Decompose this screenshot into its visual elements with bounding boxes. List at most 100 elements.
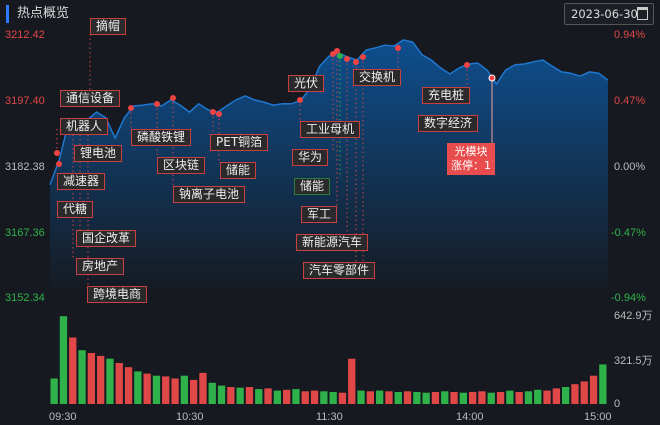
volume-bar bbox=[562, 387, 570, 404]
volume-bar bbox=[124, 367, 133, 404]
volume-bar bbox=[292, 389, 300, 404]
volume-bar bbox=[152, 375, 161, 404]
hotspot-label[interactable]: 华为 bbox=[292, 149, 329, 166]
volume-bar bbox=[459, 392, 467, 404]
pct-tick: 0.47% bbox=[614, 95, 646, 107]
volume-bar bbox=[543, 390, 551, 404]
hotspot-label[interactable]: 数字经济 bbox=[418, 115, 479, 132]
volume-bar bbox=[199, 372, 207, 404]
time-tick: 15:00 bbox=[584, 411, 612, 423]
hotspot-label[interactable]: 代糖 bbox=[57, 201, 94, 218]
volume-bar bbox=[589, 375, 598, 404]
volume-bar bbox=[310, 390, 319, 404]
volume-bar bbox=[329, 392, 337, 404]
hotspot-label[interactable]: 储能 bbox=[294, 178, 331, 195]
hotspot-label[interactable]: 军工 bbox=[301, 206, 338, 223]
volume-bar bbox=[534, 389, 542, 404]
volume-bar bbox=[87, 353, 95, 404]
volume-bar bbox=[245, 387, 254, 404]
volume-bar bbox=[431, 392, 440, 404]
volume-bar bbox=[264, 388, 272, 404]
volume-bar bbox=[571, 384, 579, 404]
volume-bar bbox=[255, 389, 263, 404]
volume-bar bbox=[59, 316, 68, 404]
pct-tick: 0.94% bbox=[614, 29, 646, 41]
volume-bar bbox=[348, 358, 356, 404]
price-tick: 3197.40 bbox=[5, 95, 45, 107]
volume-tick: 321.5万 bbox=[614, 355, 653, 367]
volume-bar bbox=[487, 392, 495, 404]
volume-bar bbox=[97, 355, 105, 404]
volume-bar bbox=[580, 381, 588, 404]
price-tick: 3212.42 bbox=[5, 29, 45, 41]
volume-bar bbox=[515, 392, 523, 404]
hotspot-label[interactable]: 跨境电商 bbox=[87, 286, 148, 303]
price-tick: 3152.34 bbox=[5, 292, 45, 304]
hotspot-label[interactable]: PET铜箔 bbox=[210, 134, 269, 151]
volume-bar bbox=[69, 337, 77, 404]
date-picker[interactable]: 2023-06-30 bbox=[564, 3, 654, 25]
volume-bar bbox=[273, 390, 281, 404]
volume-bar bbox=[366, 391, 374, 404]
volume-bar bbox=[227, 387, 235, 404]
volume-bar bbox=[403, 391, 412, 404]
volume-bar bbox=[217, 385, 226, 404]
calendar-icon[interactable] bbox=[637, 7, 648, 20]
hotspot-label[interactable]: 充电桩 bbox=[422, 87, 471, 104]
volume-tick: 642.9万 bbox=[614, 310, 653, 322]
hotspot-label[interactable]: 新能源汽车 bbox=[296, 234, 369, 251]
time-tick: 11:30 bbox=[316, 411, 343, 423]
hotspot-label[interactable]: 减速器 bbox=[57, 173, 106, 190]
date-value: 2023-06-30 bbox=[571, 7, 638, 21]
volume-bar bbox=[478, 391, 486, 404]
price-line bbox=[49, 39, 609, 186]
page-title: 热点概览 bbox=[6, 5, 69, 23]
volume-bar bbox=[162, 376, 170, 404]
hotspot-label[interactable]: 储能 bbox=[220, 162, 257, 179]
volume-bar bbox=[506, 390, 514, 404]
volume-bar bbox=[320, 391, 328, 404]
volume-tick: 0 bbox=[614, 398, 621, 410]
hotspot-label[interactable]: 通信设备 bbox=[60, 90, 121, 107]
volume-bar bbox=[180, 375, 188, 404]
time-tick: 10:30 bbox=[176, 411, 204, 423]
hotspot-label[interactable]: 机器人 bbox=[60, 118, 109, 135]
hotspot-label[interactable]: 汽车零部件 bbox=[303, 262, 376, 279]
time-tick: 14:00 bbox=[456, 411, 484, 423]
highlight-count: 涨停：1 bbox=[451, 159, 491, 172]
hotspot-label[interactable]: 房地产 bbox=[76, 258, 125, 275]
hotspot-label[interactable]: 磷酸铁锂 bbox=[131, 129, 192, 146]
hotspot-label[interactable]: 工业母机 bbox=[300, 121, 361, 138]
hotspot-label[interactable]: 区块链 bbox=[157, 157, 206, 174]
volume-bar bbox=[524, 391, 533, 404]
time-tick: 09:30 bbox=[49, 411, 77, 423]
volume-bar bbox=[357, 390, 365, 404]
pct-tick: -0.94% bbox=[611, 292, 646, 304]
volume-bar bbox=[236, 387, 244, 404]
volume-bar bbox=[394, 392, 402, 404]
volume-bar bbox=[552, 388, 560, 404]
volume-bar bbox=[283, 389, 291, 404]
hotspot-label[interactable]: 摘帽 bbox=[90, 18, 127, 35]
volume-bar bbox=[441, 391, 449, 404]
volume-bar bbox=[106, 358, 114, 404]
highlight-tooltip[interactable]: 光模块 涨停：1 bbox=[447, 143, 495, 175]
pct-tick: 0.00% bbox=[614, 161, 646, 173]
hotspot-label[interactable]: 交换机 bbox=[353, 69, 402, 86]
volume-bar bbox=[599, 364, 607, 404]
volume-bar bbox=[376, 390, 384, 404]
volume-bar bbox=[413, 392, 421, 404]
volume-bar bbox=[469, 392, 477, 404]
hotspot-label[interactable]: 钠离子电池 bbox=[173, 186, 246, 203]
volume-bar bbox=[208, 382, 216, 404]
hotspot-label[interactable]: 国企改革 bbox=[76, 230, 137, 247]
price-tick: 3182.38 bbox=[5, 161, 45, 173]
volume-bar bbox=[450, 392, 458, 404]
highlight-name: 光模块 bbox=[454, 145, 488, 158]
price-area bbox=[50, 39, 608, 299]
pct-tick: -0.47% bbox=[611, 227, 646, 239]
hotspot-label[interactable]: 光伏 bbox=[288, 75, 325, 92]
hotspot-label[interactable]: 锂电池 bbox=[74, 145, 123, 162]
volume-bar bbox=[338, 392, 347, 404]
